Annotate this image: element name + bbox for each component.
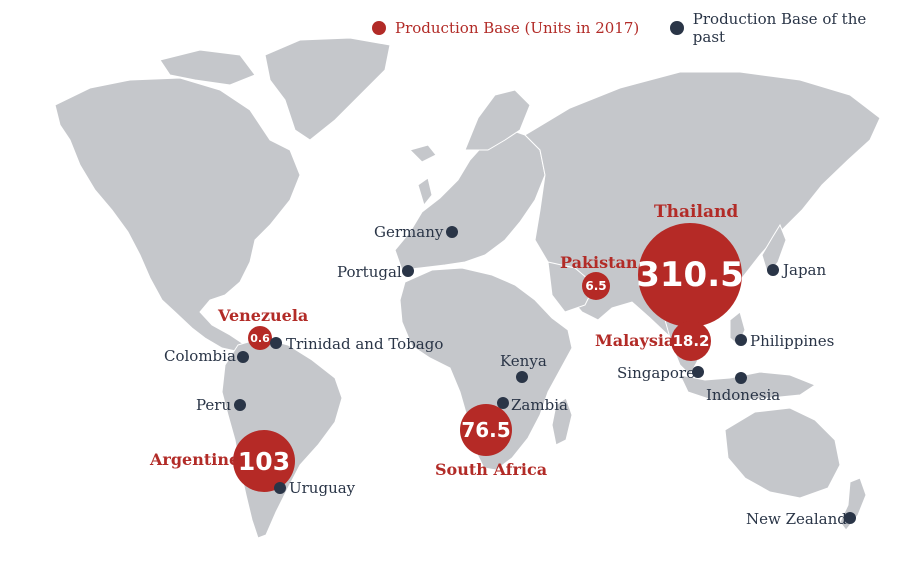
landmass-africa — [399, 267, 573, 471]
landmass-australia — [724, 407, 841, 499]
landmass-scandinavia — [464, 89, 531, 151]
label-japan: Japan — [783, 261, 827, 279]
label-kenya: Kenya — [500, 352, 547, 370]
landmass-arabia — [547, 261, 596, 313]
label-singapore: Singapore — [617, 364, 695, 382]
marker-portugal[interactable] — [402, 265, 414, 277]
label-zambia: Zambia — [511, 396, 568, 414]
landmass-indonesia — [679, 371, 817, 401]
marker-peru[interactable] — [234, 399, 246, 411]
bubble-malaysia[interactable]: 18.2 — [671, 321, 711, 361]
marker-zambia[interactable] — [497, 397, 509, 409]
label-pakistan: Pakistan — [560, 253, 638, 272]
marker-japan[interactable] — [767, 264, 779, 276]
label-indonesia: Indonesia — [706, 386, 781, 404]
bubble-venezuela[interactable]: 0.6 — [248, 326, 272, 350]
label-south-africa: South Africa — [435, 460, 548, 479]
legend-past-label: Production Base of the past — [692, 10, 867, 46]
label-philippines: Philippines — [750, 332, 835, 350]
label-venezuela: Venezuela — [218, 306, 309, 325]
label-portugal: Portugal — [337, 263, 402, 281]
bubble-argentine[interactable]: 103 — [233, 430, 295, 492]
legend-past-dot — [670, 21, 684, 35]
label-trinidad-and-tobago: Trinidad and Tobago — [286, 335, 444, 353]
marker-germany[interactable] — [446, 226, 458, 238]
landmass-arctic-islands — [159, 49, 256, 86]
label-thailand: Thailand — [654, 202, 739, 222]
marker-singapore[interactable] — [692, 366, 704, 378]
bubble-south-africa[interactable]: 76.5 — [460, 404, 512, 456]
marker-colombia[interactable] — [237, 351, 249, 363]
bubble-pakistan[interactable]: 6.5 — [582, 272, 610, 300]
bubble-thailand[interactable]: 310.5 — [636, 223, 744, 327]
label-colombia: Colombia — [164, 347, 236, 365]
legend-current-dot — [372, 21, 386, 35]
landmass-north-america — [54, 77, 301, 353]
marker-uruguay[interactable] — [274, 482, 286, 494]
label-new-zealand: New Zealand — [746, 510, 847, 528]
legend-current: Production Base (Units in 2017) — [372, 16, 639, 40]
marker-philippines[interactable] — [735, 334, 747, 346]
landmass-greenland — [264, 37, 391, 141]
landmass-iceland — [409, 144, 437, 163]
label-peru: Peru — [196, 396, 232, 414]
label-argentine: Argentine — [150, 450, 240, 469]
legend-current-label: Production Base (Units in 2017) — [395, 19, 640, 37]
landmass-madagascar — [551, 397, 573, 446]
legend-past: Production Base of the past — [670, 10, 900, 46]
label-germany: Germany — [374, 223, 444, 241]
landmass-japan — [761, 223, 787, 277]
marker-kenya[interactable] — [516, 371, 528, 383]
marker-indonesia[interactable] — [735, 372, 747, 384]
label-malaysia: Malaysia — [595, 331, 675, 350]
landmass-uk — [417, 177, 433, 207]
label-uruguay: Uruguay — [289, 479, 356, 497]
marker-trinidad-and-tobago[interactable] — [270, 337, 282, 349]
marker-new-zealand[interactable] — [844, 512, 856, 524]
